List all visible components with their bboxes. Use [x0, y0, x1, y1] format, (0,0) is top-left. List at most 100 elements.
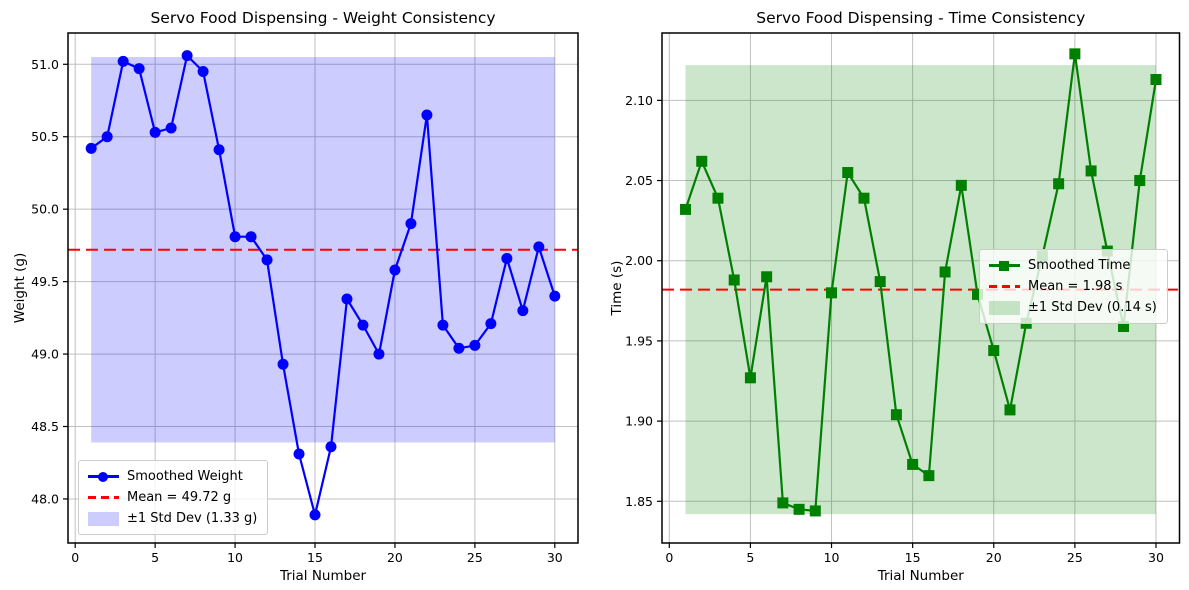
time-x-tick-label: 0 [665, 550, 673, 565]
time-data-point [728, 274, 740, 286]
time-data-point [907, 458, 919, 470]
time-data-point [972, 288, 984, 300]
time-legend-band-label: ±1 Std Dev (0.14 s) [1028, 299, 1157, 315]
weight-gridlines [68, 33, 578, 543]
weight-data-point [389, 264, 401, 276]
weight-data-point [517, 305, 529, 317]
weight-mean-swatch [88, 491, 119, 505]
weight-markers [85, 50, 561, 521]
weight-y-axis-label: Weight (g) [12, 253, 28, 323]
weight-band-swatch [88, 511, 119, 526]
weight-legend-series-label: Smoothed Weight [127, 468, 243, 484]
time-data-point [955, 179, 967, 191]
weight-x-axis-label: Trial Number [279, 568, 367, 584]
time-chart: 0 5 10 15 20 25 30 1.85 1.90 1.95 2.00 2.05 2.10 Serv… [609, 9, 1181, 584]
time-series-swatch [989, 259, 1020, 273]
weight-data-point [85, 142, 97, 154]
weight-data-point [373, 348, 385, 360]
weight-data-point [101, 131, 113, 143]
weight-x-tick-label: 10 [227, 550, 243, 565]
weight-y-tick-label: 49.0 [31, 347, 59, 362]
weight-data-point [485, 318, 497, 330]
weight-data-point [437, 319, 449, 331]
weight-data-point [229, 231, 241, 243]
time-plot-border [661, 32, 1181, 544]
weight-data-point [197, 66, 209, 78]
time-y-tick-label: 1.85 [625, 494, 653, 509]
weight-data-point [341, 293, 353, 305]
time-legend-band-row: ±1 Std Dev (0.14 s) [989, 297, 1157, 318]
weight-legend-band-row: ±1 Std Dev (1.33 g) [88, 508, 257, 529]
time-y-tick-label: 1.95 [625, 333, 653, 348]
time-data-point [761, 271, 773, 283]
weight-data-point [213, 144, 225, 156]
time-data-point [890, 409, 902, 421]
weight-data-point [469, 339, 481, 351]
time-y-axis-label: Time (s) [609, 261, 625, 317]
weight-chart: 0 5 10 15 20 25 30 48.0 48.5 49.0 49.5 50.0 50.5 51.0… [12, 9, 579, 584]
weight-data-point [293, 448, 305, 460]
time-x-tick-label: 15 [905, 550, 921, 565]
weight-y-tick-label: 48.5 [31, 419, 59, 434]
time-data-point [696, 155, 708, 167]
time-data-point [744, 372, 756, 384]
weight-data-point [245, 231, 257, 243]
time-data-point [858, 192, 870, 204]
time-legend-mean-label: Mean = 1.98 s [1028, 278, 1123, 294]
time-data-point [712, 192, 724, 204]
weight-data-point [165, 122, 177, 134]
time-chart-title: Servo Food Dispensing - Time Consistency [756, 9, 1085, 27]
weight-y-tick-label: 48.0 [31, 491, 59, 506]
weight-data-point [133, 63, 145, 75]
time-data-point [777, 497, 789, 509]
time-data-point [1053, 178, 1065, 190]
time-data-point [1069, 48, 1081, 60]
weight-x-tick-label: 25 [467, 550, 483, 565]
weight-x-tick-label: 0 [71, 550, 79, 565]
time-mean-swatch [989, 280, 1020, 294]
weight-data-point [277, 358, 289, 370]
time-y-tick-label: 2.00 [625, 253, 653, 268]
weight-legend-mean-row: Mean = 49.72 g [88, 487, 257, 508]
time-data-point [1118, 320, 1130, 332]
time-band-swatch [989, 300, 1020, 315]
time-x-tick-label: 5 [746, 550, 754, 565]
weight-axis-ticks: 0 5 10 15 20 25 30 48.0 48.5 49.0 49.5 50.0 50.5 51.0 [31, 57, 563, 565]
weight-y-tick-label: 50.0 [31, 202, 59, 217]
time-y-tick-label: 2.10 [625, 93, 653, 108]
weight-data-point [533, 241, 545, 253]
time-data-point [1004, 404, 1016, 416]
time-data-point [988, 345, 1000, 357]
time-data-point [1134, 175, 1146, 187]
weight-data-point [421, 109, 433, 121]
weight-legend-series-row: Smoothed Weight [88, 466, 257, 487]
weight-data-point [309, 509, 321, 521]
time-data-point [1150, 74, 1162, 86]
weight-data-point [501, 252, 513, 264]
time-x-tick-label: 10 [824, 550, 840, 565]
weight-legend-mean-label: Mean = 49.72 g [127, 489, 232, 505]
time-axis-ticks: 0 5 10 15 20 25 30 1.85 1.90 1.95 2.00 2.05 2.10 [625, 93, 1164, 565]
time-legend-mean-row: Mean = 1.98 s [989, 276, 1157, 297]
weight-data-point [181, 50, 193, 62]
time-y-tick-label: 1.90 [625, 414, 653, 429]
weight-y-tick-label: 50.5 [31, 129, 59, 144]
time-y-tick-label: 2.05 [625, 173, 653, 188]
weight-legend: Smoothed Weight Mean = 49.72 g ±1 Std De… [78, 460, 269, 535]
time-x-axis-label: Trial Number [877, 568, 965, 584]
weight-data-point [549, 290, 561, 302]
time-x-tick-label: 25 [1067, 550, 1083, 565]
weight-x-tick-label: 15 [307, 550, 323, 565]
weight-chart-title: Servo Food Dispensing - Weight Consisten… [150, 9, 495, 27]
weight-data-point [149, 126, 161, 138]
weight-data-point [325, 441, 337, 453]
time-data-point [826, 287, 838, 299]
time-x-tick-label: 30 [1148, 550, 1164, 565]
weight-x-tick-label: 20 [387, 550, 403, 565]
time-data-point [842, 167, 854, 179]
time-data-point [1085, 165, 1097, 177]
time-data-point [793, 503, 805, 515]
time-data-point [680, 203, 692, 215]
